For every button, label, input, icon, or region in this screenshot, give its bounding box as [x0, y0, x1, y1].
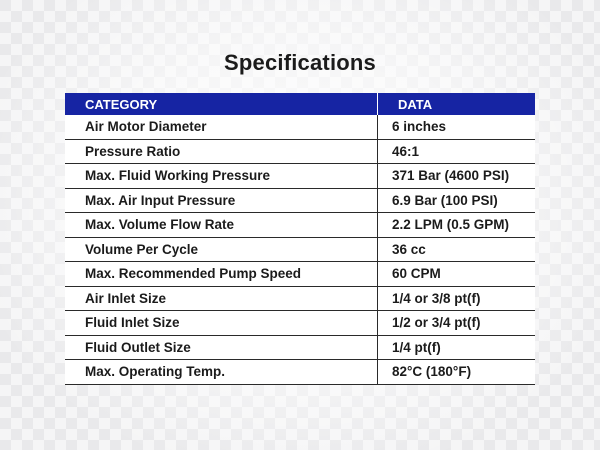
table-row: Max. Volume Flow Rate 2.2 LPM (0.5 GPM): [65, 212, 535, 238]
data-cell: 1/4 pt(f): [377, 335, 535, 360]
data-cell: 82°C (180°F): [377, 359, 535, 385]
category-cell: Fluid Outlet Size: [65, 335, 378, 360]
table-row: Max. Air Input Pressure 6.9 Bar (100 PSI…: [65, 188, 535, 213]
table-row: Fluid Inlet Size 1/2 or 3/4 pt(f): [65, 310, 535, 336]
data-cell: 2.2 LPM (0.5 GPM): [377, 212, 535, 238]
data-cell: 6 inches: [377, 115, 535, 140]
data-cell: 60 CPM: [377, 261, 535, 287]
table-row: Pressure Ratio 46:1: [65, 139, 535, 164]
category-cell: Max. Operating Temp.: [65, 359, 378, 385]
table-row: Max. Operating Temp. 82°C (180°F): [65, 359, 535, 385]
table-row: Air Inlet Size 1/4 or 3/8 pt(f): [65, 286, 535, 311]
table-row: Max. Recommended Pump Speed 60 CPM: [65, 261, 535, 287]
data-cell: 371 Bar (4600 PSI): [377, 163, 535, 189]
data-cell: 46:1: [377, 139, 535, 164]
category-cell: Pressure Ratio: [65, 139, 378, 164]
specifications-table: CATEGORY DATA Air Motor Diameter 6 inche…: [65, 93, 535, 385]
table-header-row: CATEGORY DATA: [65, 93, 535, 115]
category-cell: Max. Fluid Working Pressure: [65, 163, 378, 189]
category-cell: Air Motor Diameter: [65, 115, 378, 140]
data-cell: 1/4 or 3/8 pt(f): [377, 286, 535, 311]
table-row: Fluid Outlet Size 1/4 pt(f): [65, 335, 535, 360]
category-cell: Max. Recommended Pump Speed: [65, 261, 378, 287]
table-row: Max. Fluid Working Pressure 371 Bar (460…: [65, 163, 535, 189]
category-cell: Air Inlet Size: [65, 286, 378, 311]
data-cell: 36 cc: [377, 237, 535, 262]
data-cell: 1/2 or 3/4 pt(f): [377, 310, 535, 336]
table-row: Volume Per Cycle 36 cc: [65, 237, 535, 262]
category-cell: Max. Volume Flow Rate: [65, 212, 378, 238]
category-cell: Volume Per Cycle: [65, 237, 378, 262]
category-cell: Fluid Inlet Size: [65, 310, 378, 336]
header-data: DATA: [377, 93, 535, 115]
table-row: Air Motor Diameter 6 inches: [65, 115, 535, 140]
page-title: Specifications: [224, 50, 376, 75]
data-cell: 6.9 Bar (100 PSI): [377, 188, 535, 213]
header-category: CATEGORY: [65, 93, 378, 115]
category-cell: Max. Air Input Pressure: [65, 188, 378, 213]
